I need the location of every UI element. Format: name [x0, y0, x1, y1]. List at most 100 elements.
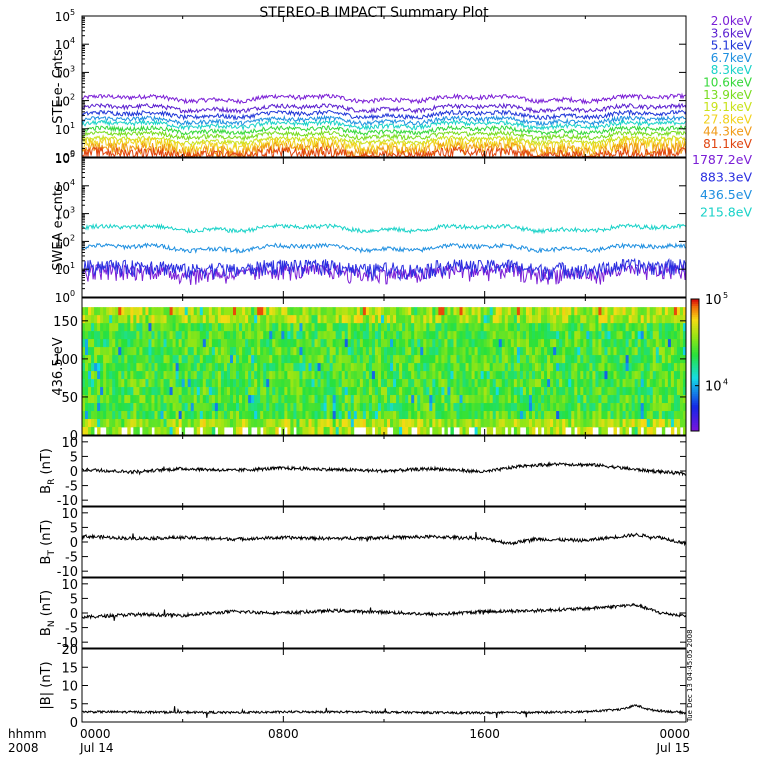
pad-heat-cell — [577, 355, 581, 364]
pad-heat-cell — [166, 363, 170, 372]
pad-heat-cell — [468, 371, 472, 380]
pad-heat-cell — [598, 379, 602, 388]
pad-heat-cell — [586, 347, 590, 356]
pad-heat-cell — [483, 411, 488, 420]
pad-heat-cell — [547, 411, 551, 420]
pad-heat-cell — [468, 363, 472, 372]
pad-heat-cell — [531, 419, 536, 428]
pad-heat-cell — [562, 331, 566, 340]
pad-heat-cell — [154, 339, 158, 348]
pad-heat-cell — [655, 323, 660, 332]
pad-heat-cell — [613, 403, 617, 412]
pad-heat-cell — [175, 323, 180, 332]
pad-heat-cell — [531, 331, 536, 340]
pad-heat-cell — [556, 315, 560, 324]
pad-heat-cell — [547, 371, 551, 380]
pad-heat-cell — [91, 339, 95, 348]
pad-heat-cell — [353, 379, 358, 388]
pad-heat-cell — [468, 315, 472, 324]
pad-heat-cell — [368, 403, 373, 412]
pad-heat-cell — [474, 331, 479, 340]
pad-heat-cell — [501, 395, 506, 404]
pad-heat-cell — [438, 363, 442, 372]
pad-heat-cell — [130, 323, 134, 332]
pad-heat-cell — [432, 331, 436, 340]
pad-heat-cell — [341, 371, 346, 380]
pad-heat-cell — [399, 339, 403, 348]
pad-heat-cell — [547, 363, 551, 372]
pad-heat-cell — [459, 387, 463, 396]
pad-heat-cell — [501, 331, 506, 340]
pad-heat-cell — [525, 395, 530, 404]
pad-heat-cell — [658, 395, 663, 404]
pad-heat-cell — [314, 363, 318, 372]
pad-heat-cell — [290, 411, 294, 420]
pad-heat-cell — [640, 363, 645, 372]
pad-heat-cell — [109, 315, 113, 324]
pad-heat-cell — [118, 323, 122, 332]
bn-ylabel-sub: N — [47, 620, 57, 627]
pad-heat-cell — [396, 363, 400, 372]
pad-heat-cell — [290, 331, 294, 340]
pad-heat-cell — [302, 403, 306, 412]
pad-heat-cell — [229, 411, 234, 420]
pad-heat-cell — [184, 411, 189, 420]
pad-heat-cell — [426, 363, 430, 372]
pad-heat-cell — [396, 379, 400, 388]
pad-heat-cell — [190, 331, 195, 340]
pad-heat-cell — [97, 395, 101, 404]
pad-heat-cell — [456, 323, 460, 332]
pad-heat-cell — [326, 419, 331, 428]
pad-heat-cell — [525, 379, 530, 388]
pad-heat-cell — [658, 355, 663, 364]
pad-heat-cell — [380, 331, 385, 340]
pad-heat-cell — [248, 355, 252, 364]
pad-heat-cell — [106, 411, 110, 420]
pad-heat-cell — [468, 403, 472, 412]
pad-heat-cell — [444, 411, 448, 420]
pad-heat-cell — [538, 363, 542, 372]
pad-heat-cell — [444, 339, 448, 348]
pad-heat-cell — [97, 331, 101, 340]
pad-heat-cell — [559, 307, 563, 316]
pad-heat-cell — [214, 339, 219, 348]
pad-heat-cell — [326, 411, 331, 420]
pad-heat-cell — [571, 379, 575, 388]
pad-heat-cell — [613, 307, 617, 316]
pad-heat-cell — [489, 315, 494, 324]
pad-heat-cell — [492, 323, 497, 332]
pad-heat-cell — [619, 331, 623, 340]
pad-heat-cell — [260, 419, 264, 428]
pad-heat-cell — [91, 371, 95, 380]
pad-heat-cell — [592, 307, 596, 316]
pad-heat-cell — [211, 331, 216, 340]
pad-heat-cell — [157, 347, 161, 356]
pad-heat-cell — [380, 411, 385, 420]
pad-heat-cell — [154, 315, 158, 324]
pad-heat-cell — [471, 323, 475, 332]
pad-heat-cell — [302, 363, 306, 372]
pad-heat-cell — [498, 395, 503, 404]
pad-heat-cell — [157, 339, 161, 348]
pad-heat-cell — [673, 411, 678, 420]
pad-heat-cell — [263, 403, 267, 412]
pad-heat-cell — [118, 419, 122, 428]
pad-heat-cell — [444, 331, 448, 340]
pad-heat-cell — [190, 395, 195, 404]
pad-heat-cell — [667, 307, 672, 316]
pad-heat-cell — [513, 379, 518, 388]
pad-heat-cell — [175, 331, 180, 340]
pad-heat-cell — [444, 363, 448, 372]
pad-heat-cell — [501, 355, 506, 364]
pad-heat-cell — [411, 371, 415, 380]
pad-heat-cell — [320, 347, 324, 356]
pad-heat-cell — [139, 315, 143, 324]
pad-heat-cell — [275, 403, 279, 412]
pad-heat-cell — [480, 379, 485, 388]
pad-heat-cell — [133, 427, 137, 436]
pad-heat-cell — [580, 379, 584, 388]
pad-heat-cell — [595, 347, 599, 356]
pad-heat-cell — [223, 355, 228, 364]
pad-heat-cell — [133, 419, 137, 428]
